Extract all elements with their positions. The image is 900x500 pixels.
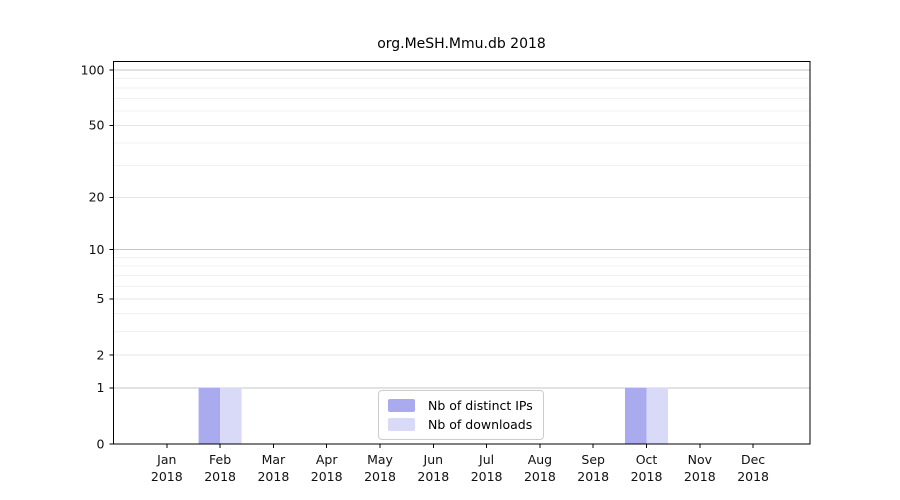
x-tick-label-month-nov: Nov (688, 452, 713, 467)
x-tick-label-year-feb: 2018 (204, 469, 236, 484)
chart-title: org.MeSH.Mmu.db 2018 (377, 36, 546, 52)
x-tick-label-month-may: May (367, 452, 393, 467)
x-tick-label-month-dec: Dec (741, 452, 765, 467)
x-tick-label-month-aug: Aug (528, 452, 552, 467)
plot-border (113, 61, 811, 445)
x-tick-label-month-jul: Jul (478, 452, 494, 467)
bar-oct-series1 (646, 387, 668, 444)
y-tick-label-2: 2 (97, 347, 105, 362)
bar-feb-series0 (198, 387, 221, 444)
y-axis: 0 1 2 5 10 20 50 100 (81, 62, 114, 451)
legend-label-distinct-ips: Nb of distinct IPs (428, 398, 533, 413)
x-tick-label-year-sep: 2018 (577, 469, 609, 484)
legend-swatch-downloads (388, 418, 415, 431)
x-tick-label-month-apr: Apr (316, 452, 338, 467)
x-tick-label-year-jul: 2018 (471, 469, 503, 484)
x-tick-label-year-may: 2018 (364, 469, 396, 484)
x-tick-label-year-aug: 2018 (524, 469, 556, 484)
y-tick-label-1: 1 (97, 380, 105, 395)
legend-swatch-distinct-ips (388, 399, 415, 412)
x-tick-label-month-sep: Sep (581, 452, 605, 467)
x-axis: Jan 2018 Feb 2018 Mar 2018 Apr 2018 May 2018 Jun 20… (151, 444, 769, 484)
y-tick-label-20: 20 (89, 190, 105, 205)
x-tick-label-year-oct: 2018 (631, 469, 663, 484)
x-tick-label-month-mar: Mar (262, 452, 286, 467)
x-tick-label-month-jun: Jun (423, 452, 444, 467)
y-tick-label-10: 10 (89, 242, 105, 257)
bar-oct-series0 (625, 387, 647, 444)
x-tick-label-year-dec: 2018 (737, 469, 769, 484)
y-tick-label-0: 0 (97, 436, 105, 451)
y-tick-label-100: 100 (81, 62, 105, 77)
legend-label-downloads: Nb of downloads (428, 417, 533, 432)
legend-item-distinct-ips: Nb of distinct IPs (388, 398, 534, 413)
x-tick-label-year-jan: 2018 (151, 469, 183, 484)
bar-feb-series1 (220, 387, 242, 444)
x-tick-label-month-jan: Jan (156, 452, 176, 467)
x-tick-label-month-feb: Feb (209, 452, 231, 467)
y-tick-label-50: 50 (89, 118, 105, 133)
legend: Nb of distinct IPs Nb of downloads (378, 390, 544, 440)
x-tick-label-year-mar: 2018 (257, 469, 289, 484)
x-tick-label-year-jun: 2018 (417, 469, 449, 484)
y-gridlines (113, 69, 810, 389)
y-tick-label-5: 5 (97, 291, 105, 306)
x-tick-label-year-apr: 2018 (311, 469, 343, 484)
legend-item-downloads: Nb of downloads (388, 417, 534, 432)
bars (198, 387, 668, 444)
x-tick-label-year-nov: 2018 (684, 469, 716, 484)
x-tick-label-month-oct: Oct (636, 452, 658, 467)
